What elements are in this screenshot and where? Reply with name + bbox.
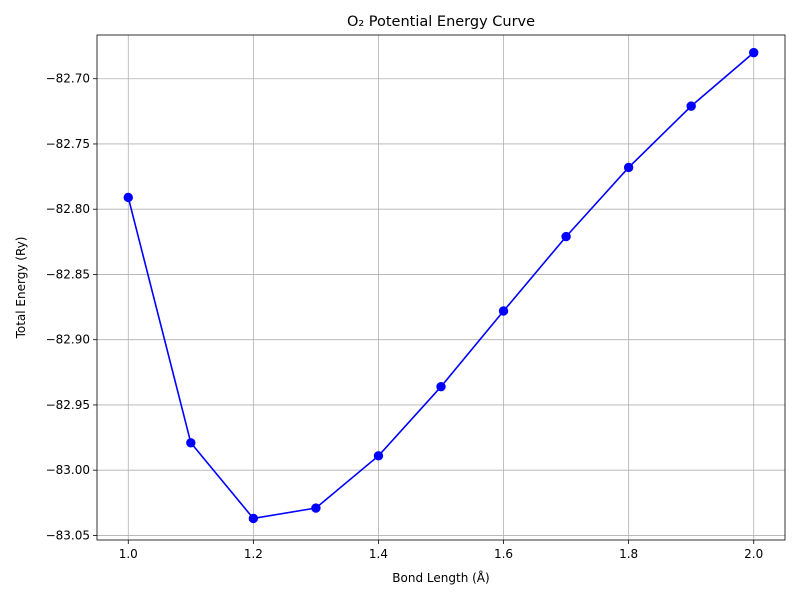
data-point	[686, 101, 696, 111]
y-tick-label: −82.85	[46, 267, 90, 281]
y-tick-label: −82.90	[46, 333, 90, 347]
x-tick-label: 1.8	[619, 547, 638, 561]
x-tick-label: 1.0	[119, 547, 138, 561]
y-tick-label: −82.75	[46, 137, 90, 151]
y-axis: −83.05 −83.00 −82.95 −82.90 −82.85 −82.80 −82.…	[46, 72, 97, 542]
grid	[97, 35, 785, 540]
data-point	[123, 192, 133, 203]
x-axis: 1.0 1.2 1.4 1.6 1.8 2.0	[119, 540, 763, 561]
chart-title: O₂ Potential Energy Curve	[347, 14, 535, 30]
x-tick-label: 1.6	[494, 547, 513, 561]
data-point	[311, 503, 321, 513]
y-axis-label: Total Energy (Ry)	[14, 237, 28, 340]
data-point	[373, 451, 384, 461]
y-tick-label: −83.05	[46, 528, 90, 542]
plot-frame	[96, 34, 786, 541]
y-tick-label: −82.80	[46, 202, 90, 216]
data-point	[561, 231, 571, 242]
data-point	[436, 381, 446, 392]
data-point	[498, 306, 509, 316]
data-point	[623, 162, 634, 173]
x-tick-label: 1.4	[369, 547, 388, 561]
data-point	[186, 438, 196, 448]
y-tick-label: −82.70	[46, 72, 90, 86]
x-tick-label: 2.0	[744, 547, 763, 561]
data-series	[123, 47, 759, 524]
y-tick-label: −83.00	[46, 463, 90, 477]
x-axis-label: Bond Length (Å)	[392, 570, 489, 585]
y-tick-label: −82.95	[46, 398, 90, 412]
data-point	[248, 513, 259, 524]
x-tick-label: 1.2	[244, 547, 263, 561]
data-point	[749, 47, 759, 58]
